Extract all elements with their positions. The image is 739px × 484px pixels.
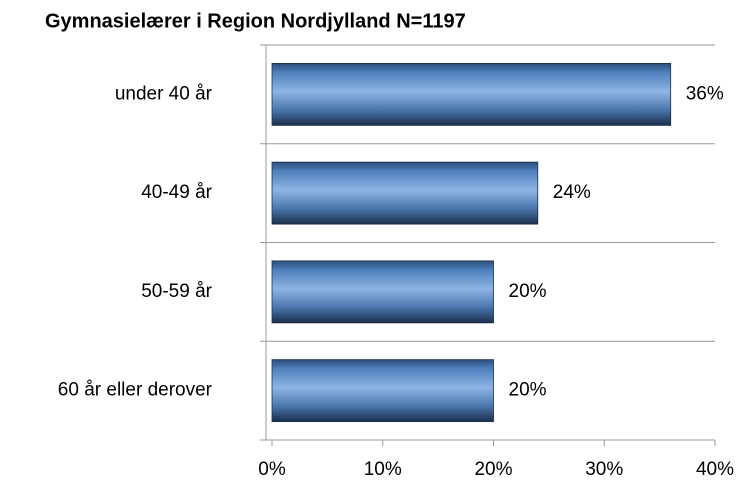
data-label: 20% <box>509 281 547 302</box>
bar <box>271 161 539 225</box>
data-label: 36% <box>686 83 724 104</box>
y-tick-label: 50-59 år <box>141 281 212 302</box>
y-tick-label: 40-49 år <box>141 182 212 203</box>
bar <box>271 62 672 126</box>
data-label: 24% <box>553 182 591 203</box>
y-tick-label: 60 år eller derover <box>58 380 213 401</box>
x-tick-label: 0% <box>258 459 286 480</box>
bar <box>271 359 494 423</box>
chart-title: Gymnasielærer i Region Nordjylland N=119… <box>45 10 466 32</box>
x-tick-label: 40% <box>696 459 734 480</box>
data-label: 20% <box>509 380 547 401</box>
y-tick-label: under 40 år <box>115 83 213 104</box>
x-tick-label: 30% <box>585 459 623 480</box>
x-tick-label: 10% <box>364 459 402 480</box>
x-tick-label: 20% <box>474 459 512 480</box>
bar <box>271 260 494 324</box>
